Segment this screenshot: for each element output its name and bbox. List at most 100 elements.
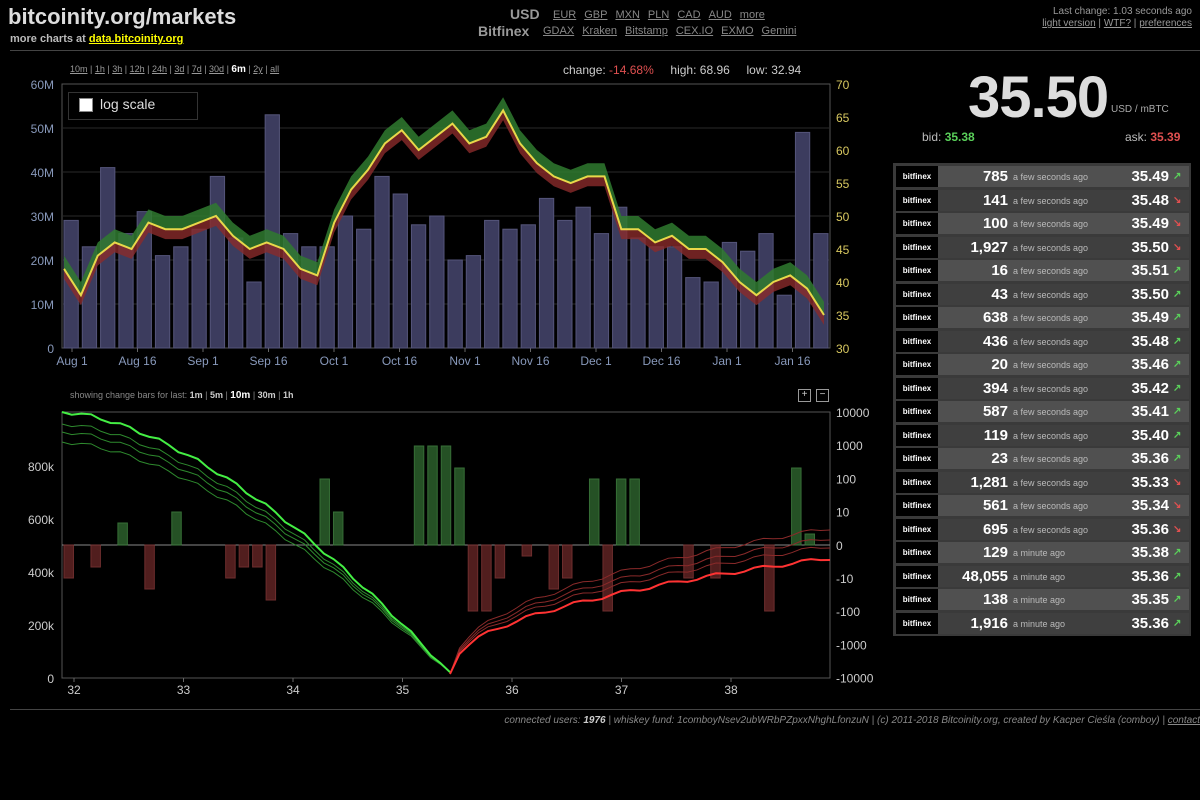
exchange-link-cexio[interactable]: CEX.IO — [675, 25, 714, 37]
change-bar-up — [319, 478, 330, 546]
exchange-link-gemini[interactable]: Gemini — [761, 25, 797, 37]
arrow-up-icon: ↗ — [1173, 453, 1182, 464]
trade-time: a few seconds ago — [1013, 501, 1089, 511]
currency-link-aud[interactable]: AUD — [708, 9, 732, 21]
range-option-1h[interactable]: 1h — [94, 64, 105, 74]
range-separator: | — [122, 64, 130, 74]
trade-exchange: bitfinex — [896, 307, 938, 328]
trade-row: bitfinex 138 a minute ago 35.35 ↗ — [896, 589, 1189, 610]
change-bar-down — [63, 544, 74, 579]
range-option-3d[interactable]: 3d — [174, 64, 185, 74]
trade-row: bitfinex 785 a few seconds ago 35.49 ↗ — [896, 166, 1189, 187]
change-bars-label-text: showing change bars for last: — [70, 390, 190, 400]
range-option-3h[interactable]: 3h — [112, 64, 123, 74]
volume-bar — [557, 219, 573, 349]
range-option-6m[interactable]: 6m — [231, 64, 246, 75]
trade-time: a few seconds ago — [1013, 430, 1089, 441]
left-axis-tick: 0 — [47, 672, 54, 686]
bid-depth-main — [61, 411, 451, 673]
price-volume-chart[interactable]: 0 10M 20M 30M 40M 50M 60M 30 35 40 45 50 55 60 65 70 Aug… — [20, 76, 865, 374]
bid-depth-curve — [61, 441, 451, 673]
trade-time: a few seconds ago — [1013, 195, 1089, 206]
wtf-link[interactable]: WTF? — [1103, 18, 1132, 29]
light-version-link[interactable]: light version — [1042, 18, 1096, 29]
currency-link-gbp[interactable]: GBP — [584, 9, 608, 21]
change-bars-option-1m[interactable]: 1m — [189, 390, 203, 400]
contact-link[interactable]: contact — [1167, 715, 1200, 726]
exchange-link-kraken[interactable]: Kraken — [582, 25, 618, 37]
trade-exchange: bitfinex — [896, 236, 938, 258]
arrow-down-icon: ↘ — [1173, 500, 1182, 511]
currency-link-pln[interactable]: PLN — [647, 9, 670, 21]
change-bar-down — [562, 544, 573, 579]
range-option-12h[interactable]: 12h — [129, 64, 145, 74]
volume-bar — [648, 246, 664, 349]
range-option-10m[interactable]: 10m — [70, 64, 88, 74]
volume-bar — [630, 237, 646, 349]
trade-row: bitfinex 1,927 a few seconds ago 35.50 ↘ — [896, 236, 1189, 258]
exchange-link-gdax[interactable]: GDAX — [543, 25, 575, 37]
change-bars-option-1h[interactable]: 1h — [283, 390, 294, 400]
log-scale-label: log scale — [100, 96, 156, 112]
range-option-30d[interactable]: 30d — [209, 64, 225, 74]
change-value: -14.68% — [609, 63, 654, 77]
zoom-out-button[interactable]: − — [816, 389, 829, 402]
currency-link-cad[interactable]: CAD — [677, 9, 701, 21]
depth-change-chart[interactable]: 0200k400k600k800k100001000100100-10-100-… — [20, 404, 880, 700]
data-site-link[interactable]: data.bitcoinity.org — [88, 33, 184, 45]
trade-time: a few seconds ago — [1013, 289, 1089, 300]
change-bar-down — [494, 544, 506, 579]
change-bar-down — [481, 544, 492, 612]
range-option-all[interactable]: all — [270, 64, 280, 74]
preferences-link[interactable]: preferences — [1139, 18, 1192, 29]
trade-exchange: bitfinex — [896, 213, 938, 234]
volume-bar — [154, 255, 171, 349]
currency-link-more[interactable]: more — [739, 9, 765, 21]
right-axis-tick: 50 — [836, 210, 850, 224]
zoom-in-button[interactable]: + — [798, 389, 811, 402]
right-axis-tick: 0 — [836, 539, 843, 553]
exchange-link-bitstamp[interactable]: Bitstamp — [625, 25, 668, 37]
log-scale-toggle[interactable]: log scale — [68, 92, 198, 120]
arrow-up-icon: ↗ — [1173, 429, 1182, 441]
volume-bar — [538, 197, 555, 349]
arrow-up-icon: ↗ — [1173, 594, 1182, 605]
more-charts-prefix: more charts at — [10, 33, 86, 45]
volume-bar — [703, 281, 719, 349]
change-bars-separator: | — [222, 390, 231, 400]
site-title[interactable]: bitcoinity.org/markets — [8, 4, 237, 29]
currency-link-eur[interactable]: EUR — [553, 9, 577, 21]
right-axis-tick: 70 — [836, 78, 850, 92]
trade-time: a few seconds ago — [1013, 524, 1089, 535]
x-axis-tick: Nov 1 — [449, 354, 481, 368]
last-change-status: Last change: 1.03 seconds ago — [1053, 6, 1192, 17]
right-axis-tick: 10 — [836, 506, 850, 520]
ask-depth-curve — [449, 546, 831, 675]
change-bar-down — [683, 544, 694, 579]
arrow-up-icon: ↗ — [1173, 312, 1182, 323]
range-option-2y[interactable]: 2y — [253, 64, 263, 74]
arrow-up-icon: ↗ — [1173, 171, 1182, 182]
exchange-link-exmo[interactable]: EXMO — [721, 25, 754, 37]
arrow-down-icon: ↘ — [1173, 523, 1182, 535]
range-option-24h[interactable]: 24h — [151, 64, 167, 74]
change-bar-down — [467, 544, 479, 612]
high-label: high: — [670, 63, 697, 77]
range-option-7d[interactable]: 7d — [191, 64, 202, 74]
left-axis-tick: 60M — [31, 78, 54, 92]
change-bars-option-30m[interactable]: 30m — [257, 390, 276, 400]
range-separator: | — [201, 64, 210, 74]
x-axis-tick: Sep 16 — [249, 354, 287, 368]
trade-price: 35.46 — [1131, 356, 1169, 373]
change-bars-option-10m[interactable]: 10m — [230, 390, 251, 401]
trade-time: a few seconds ago — [1013, 477, 1089, 488]
change-bars-option-5m[interactable]: 5m — [209, 390, 223, 400]
volume-bar — [209, 175, 226, 349]
trade-exchange: bitfinex — [896, 260, 938, 281]
trade-price: 35.51 — [1131, 262, 1169, 279]
bid-value: 35.38 — [944, 130, 975, 144]
currency-link-mxn[interactable]: MXN — [615, 9, 640, 21]
log-scale-checkbox[interactable] — [79, 98, 93, 112]
volume-bar — [484, 219, 500, 349]
bid-depth-curve — [61, 431, 451, 673]
